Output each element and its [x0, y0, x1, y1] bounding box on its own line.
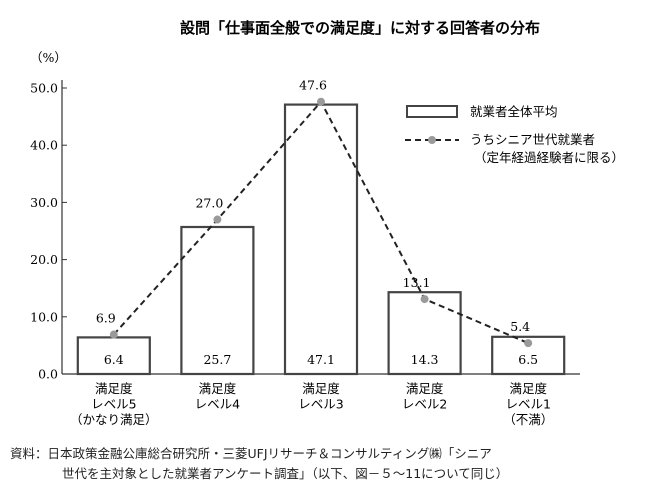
- y-tick-label: 10.0: [30, 309, 58, 324]
- legend-line-label-2: （定年経過経験者に限る）: [474, 150, 624, 165]
- senior-series-point: [524, 339, 533, 348]
- bar-value-label: 25.7: [203, 352, 231, 367]
- x-category-label: （かなり満足）: [70, 412, 158, 427]
- y-tick-label: 50.0: [30, 81, 58, 96]
- line-value-label: 27.0: [195, 196, 223, 211]
- senior-series-point: [109, 330, 118, 339]
- x-category-label: 満足度: [509, 381, 547, 396]
- x-axis-categories: 満足度レベル5（かなり満足）満足度レベル4満足度レベル3満足度レベル2満足度レベ…: [70, 381, 553, 427]
- line-value-label: 5.4: [510, 319, 530, 334]
- line-value-label: 13.1: [403, 275, 431, 290]
- x-category-label: 満足度: [406, 381, 444, 396]
- senior-series-point: [317, 97, 325, 106]
- senior-series-point: [213, 215, 222, 224]
- y-tick-label: 30.0: [30, 195, 58, 210]
- x-category-label: レベル2: [402, 397, 447, 412]
- chart-title: 設問「仕事面全般での満足度」に対する回答者の分布: [180, 19, 540, 37]
- legend-bar-swatch: [406, 105, 458, 118]
- senior-series-point: [420, 295, 429, 304]
- x-category-label: 満足度: [302, 381, 340, 396]
- legend-line-label: うちシニア世代就業者: [470, 132, 595, 147]
- source-line-1: 資料：日本政策金融公庫総合研究所・三菱UFJリサーチ＆コンサルティング㈱「シニア: [10, 446, 492, 461]
- x-category-label: （不満）: [503, 412, 553, 427]
- legend-line-marker: [428, 136, 436, 144]
- line-value-label: 47.6: [299, 78, 327, 93]
- x-category-label: レベル5: [91, 397, 136, 412]
- y-tick-label: 40.0: [30, 138, 58, 153]
- bar-value-label: 6.4: [104, 352, 124, 367]
- bar-value-label: 14.3: [411, 352, 439, 367]
- data-labels: 6.4 25.7 47.1 14.3 6.5 6.9 27.0 47.6 13.1 5.4: [96, 78, 538, 367]
- chart: 設問「仕事面全般での満足度」に対する回答者の分布 （%） 0.0 10.0 20.0…: [30, 19, 624, 427]
- y-tick-label: 20.0: [30, 252, 58, 267]
- legend-bar-label: 就業者全体平均: [470, 104, 558, 119]
- bar-value-label: 6.5: [518, 352, 538, 367]
- x-category-label: 満足度: [95, 381, 133, 396]
- x-category-label: 満足度: [199, 381, 237, 396]
- x-category-label: レベル4: [195, 397, 241, 412]
- bar-value-label: 47.1: [307, 352, 335, 367]
- line-series: [109, 97, 533, 348]
- bar: [180, 225, 255, 376]
- x-category-label: レベル3: [298, 397, 343, 412]
- line-value-label: 6.9: [96, 311, 116, 326]
- bar: [387, 291, 462, 376]
- y-axis-unit-label: （%）: [30, 50, 67, 65]
- source-line-2: 世代を主対象とした就業者アンケート調査」（以下、図－５～11について同じ）: [62, 466, 509, 481]
- y-tick-label: 0.0: [38, 367, 58, 382]
- x-category-label: レベル1: [505, 397, 550, 412]
- source-note: 資料：日本政策金融公庫総合研究所・三菱UFJリサーチ＆コンサルティング㈱「シニア…: [10, 444, 642, 484]
- bar: [283, 103, 359, 376]
